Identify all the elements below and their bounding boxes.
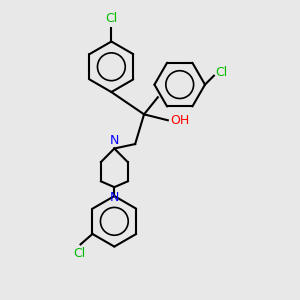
Text: N: N: [110, 134, 119, 147]
Text: Cl: Cl: [73, 247, 85, 260]
Text: OH: OH: [170, 114, 190, 127]
Text: N: N: [110, 191, 119, 204]
Text: Cl: Cl: [215, 66, 228, 79]
Text: Cl: Cl: [105, 12, 118, 25]
